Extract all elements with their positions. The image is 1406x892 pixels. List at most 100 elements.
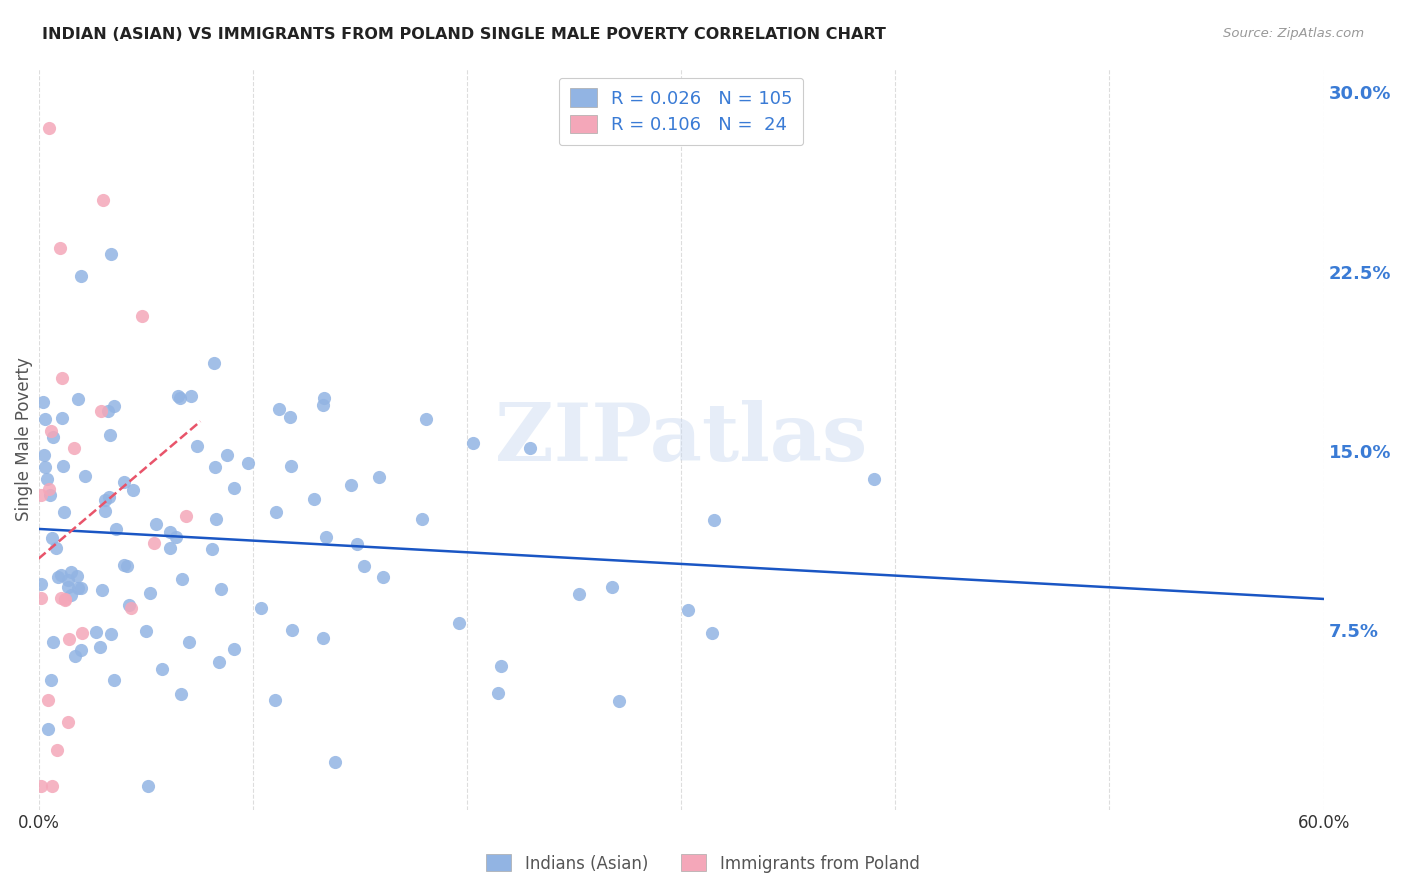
Point [607, 694, 630, 708]
Point [169, 392, 191, 406]
Point [200, 541, 222, 556]
Point [100, 627, 122, 641]
Point [304, 492, 326, 507]
Point [69, 581, 91, 595]
Point [72, 626, 94, 640]
Point [278, 410, 301, 425]
Point [179, 635, 201, 649]
Point [186, 439, 208, 453]
Point [204, 459, 226, 474]
Point [269, 402, 291, 417]
Point [280, 459, 302, 474]
Point [41, 531, 63, 545]
Point [112, 475, 135, 489]
Point [60, 588, 83, 602]
Point [89, 640, 111, 654]
Point [159, 524, 181, 539]
Text: INDIAN (ASIAN) VS IMMIGRANTS FROM POLAND SINGLE MALE POVERTY CORRELATION CHART: INDIAN (ASIAN) VS IMMIGRANTS FROM POLAND… [42, 27, 886, 42]
Point [39, 488, 62, 502]
Point [678, 603, 700, 617]
Point [863, 473, 886, 487]
Point [115, 558, 138, 573]
Legend: R = 0.026   N = 105, R = 0.106   N =  24: R = 0.026 N = 105, R = 0.106 N = 24 [558, 78, 803, 145]
Point [249, 600, 271, 615]
Point [30, 577, 52, 591]
Point [170, 572, 193, 586]
Point [31, 394, 53, 409]
Point [70, 268, 93, 283]
Point [204, 512, 226, 526]
Point [38, 482, 60, 496]
Point [224, 641, 246, 656]
Point [461, 436, 484, 450]
Point [51, 371, 73, 385]
Point [519, 441, 541, 455]
Point [70, 643, 93, 657]
Point [112, 558, 135, 573]
Point [139, 586, 162, 600]
Point [63, 648, 86, 663]
Point [236, 456, 259, 470]
Point [49, 591, 72, 606]
Point [340, 477, 363, 491]
Point [222, 482, 245, 496]
Point [120, 600, 142, 615]
Point [353, 559, 375, 574]
Point [34, 412, 56, 426]
Point [150, 662, 173, 676]
Point [63, 441, 86, 455]
Point [30, 488, 52, 502]
Point [94, 492, 117, 507]
Point [170, 688, 193, 702]
Point [42, 430, 65, 444]
Point [491, 658, 513, 673]
Legend: Indians (Asian), Immigrants from Poland: Indians (Asian), Immigrants from Poland [479, 847, 927, 880]
Point [34, 459, 56, 474]
Point [700, 626, 723, 640]
Text: ZIPatlas: ZIPatlas [495, 400, 868, 478]
Point [180, 389, 202, 403]
Point [60, 565, 83, 579]
Point [30, 779, 52, 793]
Point [264, 693, 287, 707]
Point [449, 616, 471, 631]
Point [37, 723, 59, 737]
Point [98, 428, 121, 442]
Point [91, 193, 114, 207]
Point [103, 673, 125, 687]
Point [97, 404, 120, 418]
Point [30, 591, 52, 605]
Point [174, 509, 197, 524]
Point [486, 686, 509, 700]
Point [215, 448, 238, 462]
Point [58, 715, 80, 730]
Point [32, 448, 55, 462]
Point [49, 567, 72, 582]
Point [56, 580, 79, 594]
Point [94, 504, 117, 518]
Point [73, 469, 96, 483]
Point [165, 530, 187, 544]
Point [42, 635, 65, 649]
Point [91, 583, 114, 598]
Point [39, 673, 62, 687]
Point [49, 241, 72, 255]
Point [84, 624, 107, 639]
Point [209, 582, 232, 596]
Point [97, 490, 120, 504]
Point [39, 424, 62, 438]
Point [411, 512, 433, 526]
Point [136, 779, 159, 793]
Point [315, 530, 337, 544]
Point [122, 483, 145, 498]
Point [53, 591, 76, 606]
Point [90, 404, 112, 418]
Point [52, 506, 75, 520]
Point [312, 391, 335, 405]
Text: Source: ZipAtlas.com: Source: ZipAtlas.com [1223, 27, 1364, 40]
Point [346, 537, 368, 551]
Point [703, 513, 725, 527]
Point [143, 536, 166, 550]
Point [415, 411, 437, 425]
Point [371, 570, 394, 584]
